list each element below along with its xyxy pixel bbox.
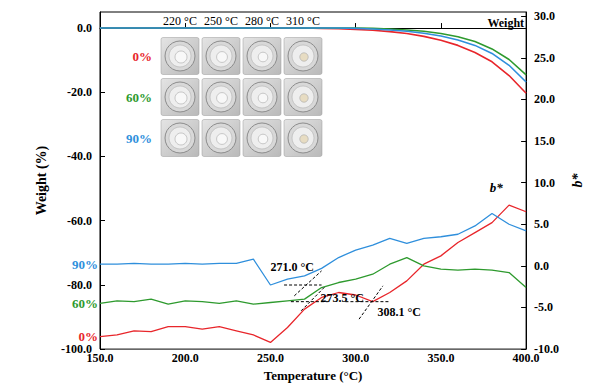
svg-text:310 °C: 310 °C [286, 14, 320, 28]
svg-text:300.0: 300.0 [342, 351, 369, 365]
svg-text:250 °C: 250 °C [204, 14, 238, 28]
svg-text:200.0: 200.0 [172, 351, 199, 365]
svg-text:90%: 90% [72, 257, 98, 272]
svg-text:-100.0: -100.0 [61, 342, 92, 357]
svg-text:150.0: 150.0 [87, 351, 114, 365]
svg-text:280 °C: 280 °C [245, 14, 279, 28]
svg-text:273.5 °C: 273.5 °C [320, 291, 363, 305]
svg-text:-40.0: -40.0 [67, 149, 92, 163]
svg-text:60%: 60% [126, 90, 152, 105]
svg-text:25.0: 25.0 [534, 51, 555, 65]
svg-text:90%: 90% [126, 131, 152, 146]
svg-text:30.0: 30.0 [534, 9, 555, 23]
svg-text:0%: 0% [79, 329, 99, 344]
svg-text:308.1 °C: 308.1 °C [377, 305, 420, 319]
svg-text:-20.0: -20.0 [67, 85, 92, 99]
svg-text:5.0: 5.0 [534, 217, 549, 231]
svg-text:b*: b* [490, 180, 504, 195]
svg-text:350.0: 350.0 [427, 351, 454, 365]
svg-text:-10.0: -10.0 [534, 342, 560, 357]
svg-text:10.0: 10.0 [534, 176, 555, 190]
svg-text:Weight: Weight [487, 16, 524, 30]
svg-text:220 °C: 220 °C [163, 14, 197, 28]
svg-text:Weight (%): Weight (%) [34, 145, 50, 215]
svg-text:15.0: 15.0 [534, 134, 555, 148]
svg-text:0.0: 0.0 [534, 259, 549, 273]
svg-text:250.0: 250.0 [257, 351, 284, 365]
svg-text:-5.0: -5.0 [534, 300, 553, 314]
svg-text:0%: 0% [133, 49, 153, 64]
svg-text:-80.0: -80.0 [67, 278, 92, 292]
svg-text:b*: b* [570, 173, 585, 188]
svg-text:Temperature (°C): Temperature (°C) [264, 368, 363, 383]
svg-text:60%: 60% [72, 296, 98, 311]
svg-text:-60.0: -60.0 [67, 214, 92, 228]
svg-text:400.0: 400.0 [513, 351, 540, 365]
svg-text:0.0: 0.0 [77, 21, 92, 35]
svg-text:20.0: 20.0 [534, 92, 555, 106]
svg-text:271.0 °C: 271.0 °C [270, 260, 313, 274]
